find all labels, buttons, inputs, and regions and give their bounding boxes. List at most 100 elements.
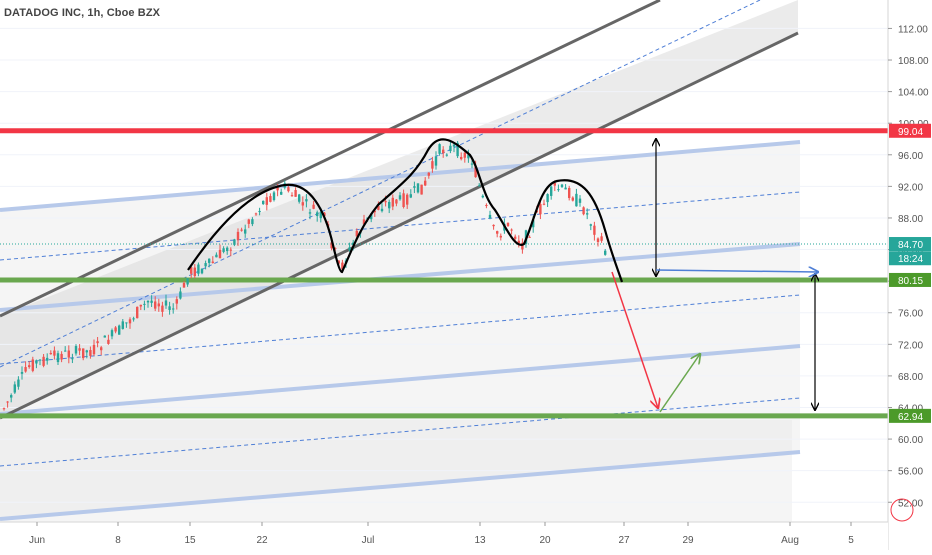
candle-body <box>193 267 196 277</box>
candle-body <box>348 247 351 251</box>
candle-body <box>402 193 405 207</box>
candle-body <box>308 212 312 214</box>
channel-line <box>0 450 801 521</box>
candle-body <box>13 384 16 393</box>
candle-body <box>388 201 391 209</box>
candle-body <box>118 325 121 335</box>
candle-body <box>546 194 549 203</box>
candle-body <box>114 327 117 332</box>
candle-body <box>233 239 236 245</box>
candle-body <box>305 199 308 202</box>
candle-body <box>182 283 186 288</box>
candle-body <box>398 195 402 200</box>
candle-body <box>28 365 31 368</box>
price-badge-label: 84.70 <box>898 240 923 251</box>
candle-body <box>586 213 589 215</box>
candle-body <box>330 242 333 249</box>
candle-body <box>589 224 592 226</box>
candle-body <box>370 213 373 220</box>
y-tick-label: 88.00 <box>898 214 923 225</box>
candle-body <box>78 348 81 351</box>
candle-body <box>470 163 474 165</box>
candle-body <box>319 211 322 219</box>
channel-midline <box>0 0 761 368</box>
candle-body <box>53 350 56 356</box>
x-tick-label: 5 <box>848 535 854 546</box>
candle-body <box>60 353 63 360</box>
candle-body <box>179 291 182 299</box>
candle-body <box>100 347 103 351</box>
candle-body <box>20 372 24 374</box>
projection-down-arrow <box>611 271 658 408</box>
channel-bottom-line <box>0 31 799 420</box>
candle-body <box>409 194 412 198</box>
candle-body <box>136 306 139 319</box>
candle-body <box>496 231 499 234</box>
candle-body <box>82 348 85 359</box>
channel-midline <box>0 397 801 467</box>
candle-body <box>172 308 175 310</box>
candle-body <box>384 201 387 203</box>
candle-body <box>514 236 517 239</box>
y-tick-label: 84.00 <box>898 246 923 257</box>
candle-body <box>244 229 247 234</box>
candle-body <box>290 195 294 197</box>
candle-body <box>380 208 384 212</box>
candle-body <box>521 242 524 250</box>
y-tick-label: 76.00 <box>898 309 923 320</box>
candle-body <box>247 219 250 224</box>
candle-body <box>550 186 553 196</box>
candle-body <box>258 210 261 213</box>
candle-body <box>424 180 427 186</box>
candle-body <box>103 335 106 338</box>
candle-body <box>312 204 315 209</box>
candle-body <box>298 194 301 202</box>
candle-body <box>568 187 571 199</box>
candle-body <box>197 264 200 274</box>
upper-channel-fill <box>0 0 798 418</box>
candle-body <box>110 330 114 337</box>
price-badge-label: 99.04 <box>898 127 923 138</box>
candle-body <box>362 219 366 225</box>
channel-line <box>0 242 801 312</box>
candle-body <box>276 186 279 191</box>
candle-body <box>154 301 157 309</box>
candle-body <box>294 190 297 197</box>
candle-body <box>89 350 92 356</box>
candle-body <box>262 200 265 205</box>
candle-body <box>582 207 585 215</box>
candle-body <box>38 359 42 361</box>
candle-body <box>2 408 6 410</box>
candle-body <box>186 278 189 285</box>
candle-body <box>161 305 164 312</box>
candle-body <box>334 248 337 250</box>
candle-body <box>373 210 376 213</box>
y-tick-label: 96.00 <box>898 151 923 162</box>
x-tick-label: 20 <box>539 535 551 546</box>
candle-body <box>413 186 416 188</box>
candle-body <box>438 144 441 154</box>
price-badge <box>889 272 931 287</box>
candle-body <box>434 156 438 166</box>
price-badge <box>889 251 931 266</box>
candle-body <box>92 344 96 355</box>
candle-body <box>251 219 254 225</box>
candle-body <box>442 149 445 154</box>
y-tick-label: 108.00 <box>898 56 929 67</box>
y-tick-label: 92.00 <box>898 182 923 193</box>
candle-body <box>280 191 283 195</box>
candle-body <box>85 350 88 353</box>
candle-body <box>539 204 542 215</box>
candle-body <box>301 202 304 206</box>
candle-body <box>143 303 146 305</box>
candle-body <box>35 360 38 364</box>
candle-body <box>510 229 513 231</box>
candle-body <box>204 263 207 267</box>
candle-body <box>96 341 99 344</box>
candle-body <box>121 321 124 329</box>
candle-body <box>427 172 430 176</box>
candle-body <box>481 195 484 198</box>
candle-body <box>431 161 434 169</box>
